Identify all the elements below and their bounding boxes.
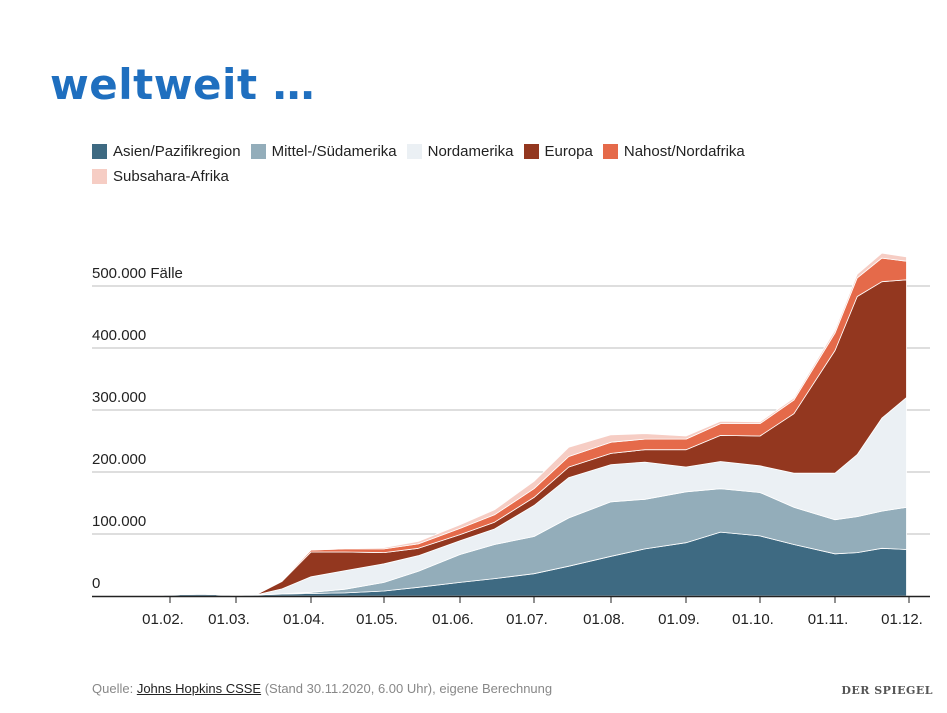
source-link[interactable]: Johns Hopkins CSSE: [136, 681, 262, 696]
legend-swatch: [92, 143, 107, 159]
legend-swatch: [250, 143, 266, 159]
legend-item-3: Europa: [523, 142, 593, 160]
x-tick-label: 01.11.: [808, 611, 849, 628]
x-tick-label: 01.12.: [881, 611, 923, 628]
chart-legend: Asien/Pazifikregion Mittel-/Südamerika Nor…: [92, 142, 852, 185]
x-tick-label: 01.08.: [583, 611, 625, 628]
source-prefix: Quelle:: [92, 681, 137, 696]
y-tick-label: 200.000: [92, 451, 146, 468]
legend-label: Mittel-/Südamerika: [271, 142, 397, 160]
source-suffix: (Stand 30.11.2020, 6.00 Uhr), eigene Ber…: [261, 681, 553, 696]
y-tick-label: 0: [92, 575, 100, 592]
legend-label: Nordamerika: [427, 142, 514, 160]
legend-item-5: Subsahara-Afrika: [92, 167, 229, 185]
x-tick-label: 01.03.: [208, 611, 250, 628]
legend-item-1: Mittel-/Südamerika: [250, 142, 397, 160]
legend-label: Asien/Pazifikregion: [113, 142, 241, 160]
legend-item-2: Nordamerika: [406, 142, 514, 160]
legend-swatch: [406, 143, 422, 159]
brand-logo: DER SPIEGEL: [841, 684, 933, 697]
source-line: Quelle: Johns Hopkins CSSE (Stand 30.11.…: [92, 681, 552, 696]
legend-item-0: Asien/Pazifikregion: [92, 142, 241, 160]
x-tick-label: 01.09.: [658, 611, 700, 628]
legend-swatch: [602, 143, 618, 159]
legend-label: Europa: [544, 142, 593, 160]
y-tick-label: 500.000 Fälle: [92, 265, 183, 282]
legend-swatch: [523, 143, 539, 159]
x-tick-label: 01.02.: [142, 611, 184, 628]
x-tick-label: 01.06.: [432, 611, 474, 628]
x-tick-label: 01.10.: [732, 611, 774, 628]
slide-title: weltweit …: [50, 60, 316, 109]
x-tick-label: 01.07.: [506, 611, 548, 628]
legend-label: Subsahara-Afrika: [113, 167, 229, 185]
y-tick-label: 100.000: [92, 513, 146, 530]
y-tick-label: 300.000: [92, 389, 146, 406]
x-tick-label: 01.04.: [283, 611, 325, 628]
legend-label: Nahost/Nordafrika: [623, 142, 745, 160]
area-layer: [146, 252, 907, 597]
area-series-5: [146, 252, 907, 597]
y-tick-label: 400.000: [92, 327, 146, 344]
legend-item-4: Nahost/Nordafrika: [602, 142, 745, 160]
axis-layer: 01.02. 01.03. 01.04. 01.05. 01.06. 01.07. 01.0…: [92, 595, 930, 628]
legend-swatch: [92, 168, 107, 184]
x-tick-label: 01.05.: [356, 611, 398, 628]
